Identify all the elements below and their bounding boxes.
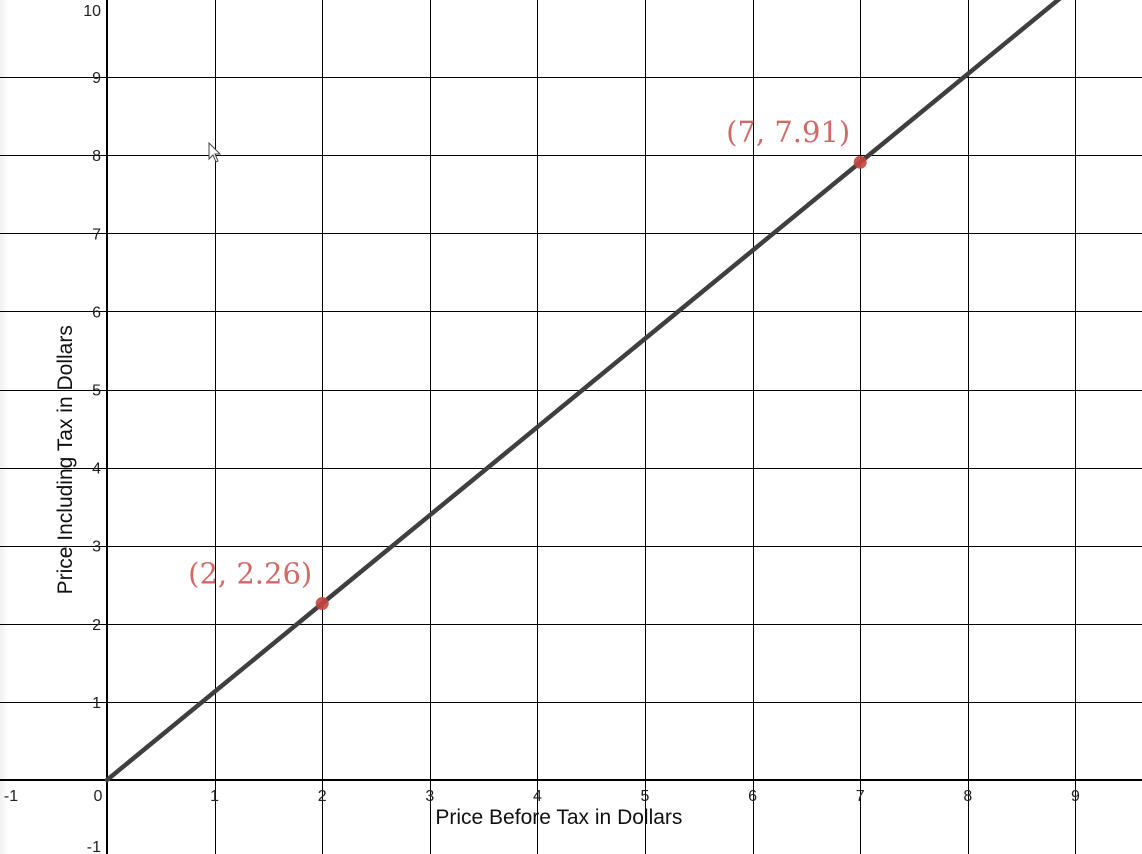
y-axis-title: Price Including Tax in Dollars xyxy=(54,325,77,594)
y-tick-label: 9 xyxy=(92,70,101,87)
data-point-2[interactable] xyxy=(853,155,867,169)
x-tick-label: 7 xyxy=(856,788,865,805)
y-tick-label: 10 xyxy=(83,3,101,20)
x-tick-label: 2 xyxy=(318,788,327,805)
x-tick-label: 4 xyxy=(533,788,542,805)
y-tick-label: -1 xyxy=(87,839,101,854)
y-tick-label: 5 xyxy=(92,383,101,400)
y-tick-label: 6 xyxy=(92,304,101,321)
x-tick-label: -1 xyxy=(4,788,18,805)
x-axis-title: Price Before Tax in Dollars xyxy=(435,806,682,829)
x-tick-label: 3 xyxy=(425,788,434,805)
y-tick-label: 1 xyxy=(92,695,101,712)
x-tick-label: 0 xyxy=(94,788,103,805)
point-label-2: (7, 7.91) xyxy=(726,115,850,149)
x-tick-label: 1 xyxy=(210,788,219,805)
data-point-1[interactable] xyxy=(315,596,329,610)
x-tick-label: 9 xyxy=(1071,788,1080,805)
x-tick-label: 6 xyxy=(748,788,757,805)
y-tick-label: 4 xyxy=(92,461,101,478)
panel-edge-shadow xyxy=(0,0,8,854)
tick-labels: -1 0 1 2 3 4 5 6 7 8 9 -1 1 2 3 4 5 6 7 8 9 10 xyxy=(4,3,1080,854)
x-tick-label: 8 xyxy=(963,788,972,805)
series xyxy=(104,0,1062,783)
mouse-cursor-icon xyxy=(208,142,222,163)
y-tick-label: 2 xyxy=(92,617,101,634)
points: (2, 2.26) (7, 7.91) xyxy=(188,115,867,610)
x-tick-label: 5 xyxy=(641,788,650,805)
y-tick-label: 8 xyxy=(92,148,101,165)
y-tick-label: 7 xyxy=(92,226,101,243)
series-line xyxy=(104,0,1062,783)
point-label-1: (2, 2.26) xyxy=(188,556,312,590)
y-tick-label: 3 xyxy=(92,539,101,556)
